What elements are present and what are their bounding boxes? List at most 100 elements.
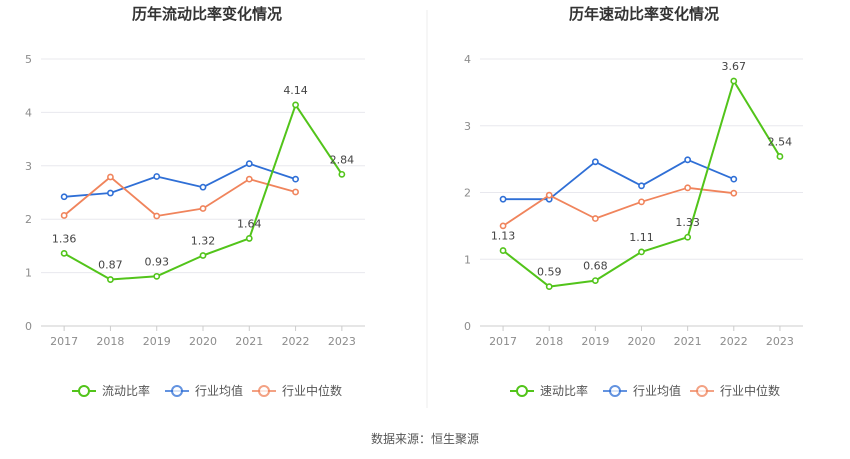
- data-point[interactable]: [107, 173, 114, 181]
- data-label: 0.87: [98, 259, 123, 272]
- legend: 流动比率 行业均值 行业中位数: [72, 383, 342, 398]
- data-point[interactable]: [60, 249, 68, 257]
- legend-item[interactable]: 行业均值: [165, 383, 243, 398]
- data-point[interactable]: [107, 189, 114, 197]
- data-point[interactable]: [292, 175, 299, 183]
- data-label: 1.33: [675, 216, 700, 229]
- chart-panel-1: 历年流动比率变化情况 0 1 2 3 4 5 2017 2018 2019 2020 2021 2022…: [25, 5, 365, 398]
- data-point[interactable]: [684, 184, 692, 192]
- x-tick-label: 2022: [720, 335, 748, 348]
- data-point[interactable]: [684, 233, 692, 241]
- data-label: 0.59: [537, 266, 562, 279]
- data-point[interactable]: [199, 252, 207, 259]
- legend-item[interactable]: 行业均值: [603, 383, 681, 398]
- y-tick-label: 4: [464, 53, 471, 66]
- data-point[interactable]: [292, 101, 299, 109]
- data-point[interactable]: [638, 182, 645, 190]
- data-point[interactable]: [730, 77, 738, 85]
- x-tick-label: 2019: [581, 335, 609, 348]
- data-point[interactable]: [199, 205, 207, 212]
- x-tick-label: 2023: [766, 335, 794, 348]
- legend-swatch-marker: [516, 385, 528, 397]
- y-tick-label: 2: [25, 213, 32, 226]
- data-point[interactable]: [107, 276, 114, 283]
- y-tick-label: 0: [25, 320, 32, 333]
- data-point[interactable]: [338, 170, 346, 178]
- y-tick-label: 1: [25, 267, 32, 280]
- data-point[interactable]: [245, 160, 253, 168]
- y-tick-label: 4: [25, 106, 32, 119]
- data-point[interactable]: [153, 212, 161, 220]
- data-point[interactable]: [60, 193, 68, 201]
- data-label: 2.54: [768, 135, 793, 148]
- series-line: [502, 186, 734, 227]
- x-tick-label: 2017: [489, 335, 517, 348]
- data-point[interactable]: [638, 248, 645, 256]
- data-label: 1.32: [191, 235, 216, 248]
- series-line: [64, 162, 296, 198]
- legend-item[interactable]: 速动比率: [510, 383, 588, 398]
- data-point[interactable]: [638, 198, 645, 206]
- x-tick-label: 2023: [328, 335, 356, 348]
- data-point[interactable]: [545, 191, 553, 199]
- y-tick-label: 1: [464, 253, 471, 266]
- legend-swatch-marker: [696, 385, 708, 397]
- x-tick-label: 2019: [143, 335, 171, 348]
- data-point[interactable]: [499, 222, 507, 230]
- series-line: [63, 176, 296, 217]
- data-label: 0.93: [144, 255, 169, 268]
- legend-swatch-marker: [258, 385, 270, 397]
- legend-item[interactable]: 行业中位数: [252, 383, 342, 398]
- data-label: 1.36: [52, 232, 77, 245]
- series-company: 1.13 0.59 0.68 1.11 1.33 3.67 2.54: [491, 60, 793, 291]
- chart-title: 历年流动比率变化情况: [132, 5, 282, 23]
- y-tick-label: 3: [25, 160, 32, 173]
- legend-item[interactable]: 行业中位数: [690, 383, 780, 398]
- legend-label: 行业中位数: [282, 383, 342, 398]
- data-point[interactable]: [245, 175, 253, 183]
- x-tick-label: 2020: [628, 335, 656, 348]
- data-point[interactable]: [730, 189, 738, 197]
- data-point[interactable]: [245, 235, 253, 242]
- data-point[interactable]: [60, 212, 68, 219]
- data-point[interactable]: [591, 277, 599, 285]
- legend: 速动比率 行业均值 行业中位数: [510, 383, 780, 398]
- data-point[interactable]: [730, 175, 738, 183]
- data-source-note: 数据来源：恒生聚源: [370, 432, 479, 446]
- data-point[interactable]: [499, 195, 507, 203]
- data-point[interactable]: [776, 153, 784, 160]
- data-point[interactable]: [684, 156, 692, 164]
- data-label: 2.84: [330, 153, 355, 166]
- data-point[interactable]: [292, 188, 299, 196]
- data-label: 1.13: [491, 230, 516, 243]
- data-point[interactable]: [499, 247, 507, 254]
- legend-item[interactable]: 流动比率: [72, 383, 150, 398]
- legend-swatch-marker: [609, 385, 621, 397]
- series-line: [503, 158, 735, 201]
- data-point[interactable]: [199, 183, 207, 191]
- legend-label: 行业均值: [633, 383, 681, 398]
- y-tick-label: 5: [25, 53, 32, 66]
- data-point[interactable]: [591, 158, 599, 166]
- legend-swatch-marker: [78, 385, 90, 397]
- data-point[interactable]: [153, 272, 161, 280]
- legend-label: 行业均值: [195, 383, 243, 398]
- data-point[interactable]: [153, 173, 161, 180]
- data-label: 0.68: [583, 260, 608, 273]
- y-tick-label: 0: [464, 320, 471, 333]
- x-tick-label: 2020: [189, 335, 217, 348]
- x-tick-label: 2021: [674, 335, 702, 348]
- legend-label: 行业中位数: [720, 383, 780, 398]
- y-tick-label: 3: [464, 120, 471, 133]
- series-industry-avg: [499, 156, 738, 203]
- data-point[interactable]: [545, 283, 553, 291]
- data-point[interactable]: [591, 215, 599, 222]
- x-tick-label: 2022: [282, 335, 310, 348]
- data-label: 1.11: [629, 231, 654, 244]
- series-company: 1.36 0.87 0.93 1.32 1.64 4.14 2.84: [52, 84, 355, 283]
- data-label: 4.14: [283, 84, 308, 97]
- data-label: 1.64: [237, 217, 262, 230]
- series-industry-avg: [60, 160, 299, 201]
- legend-label: 流动比率: [102, 383, 150, 398]
